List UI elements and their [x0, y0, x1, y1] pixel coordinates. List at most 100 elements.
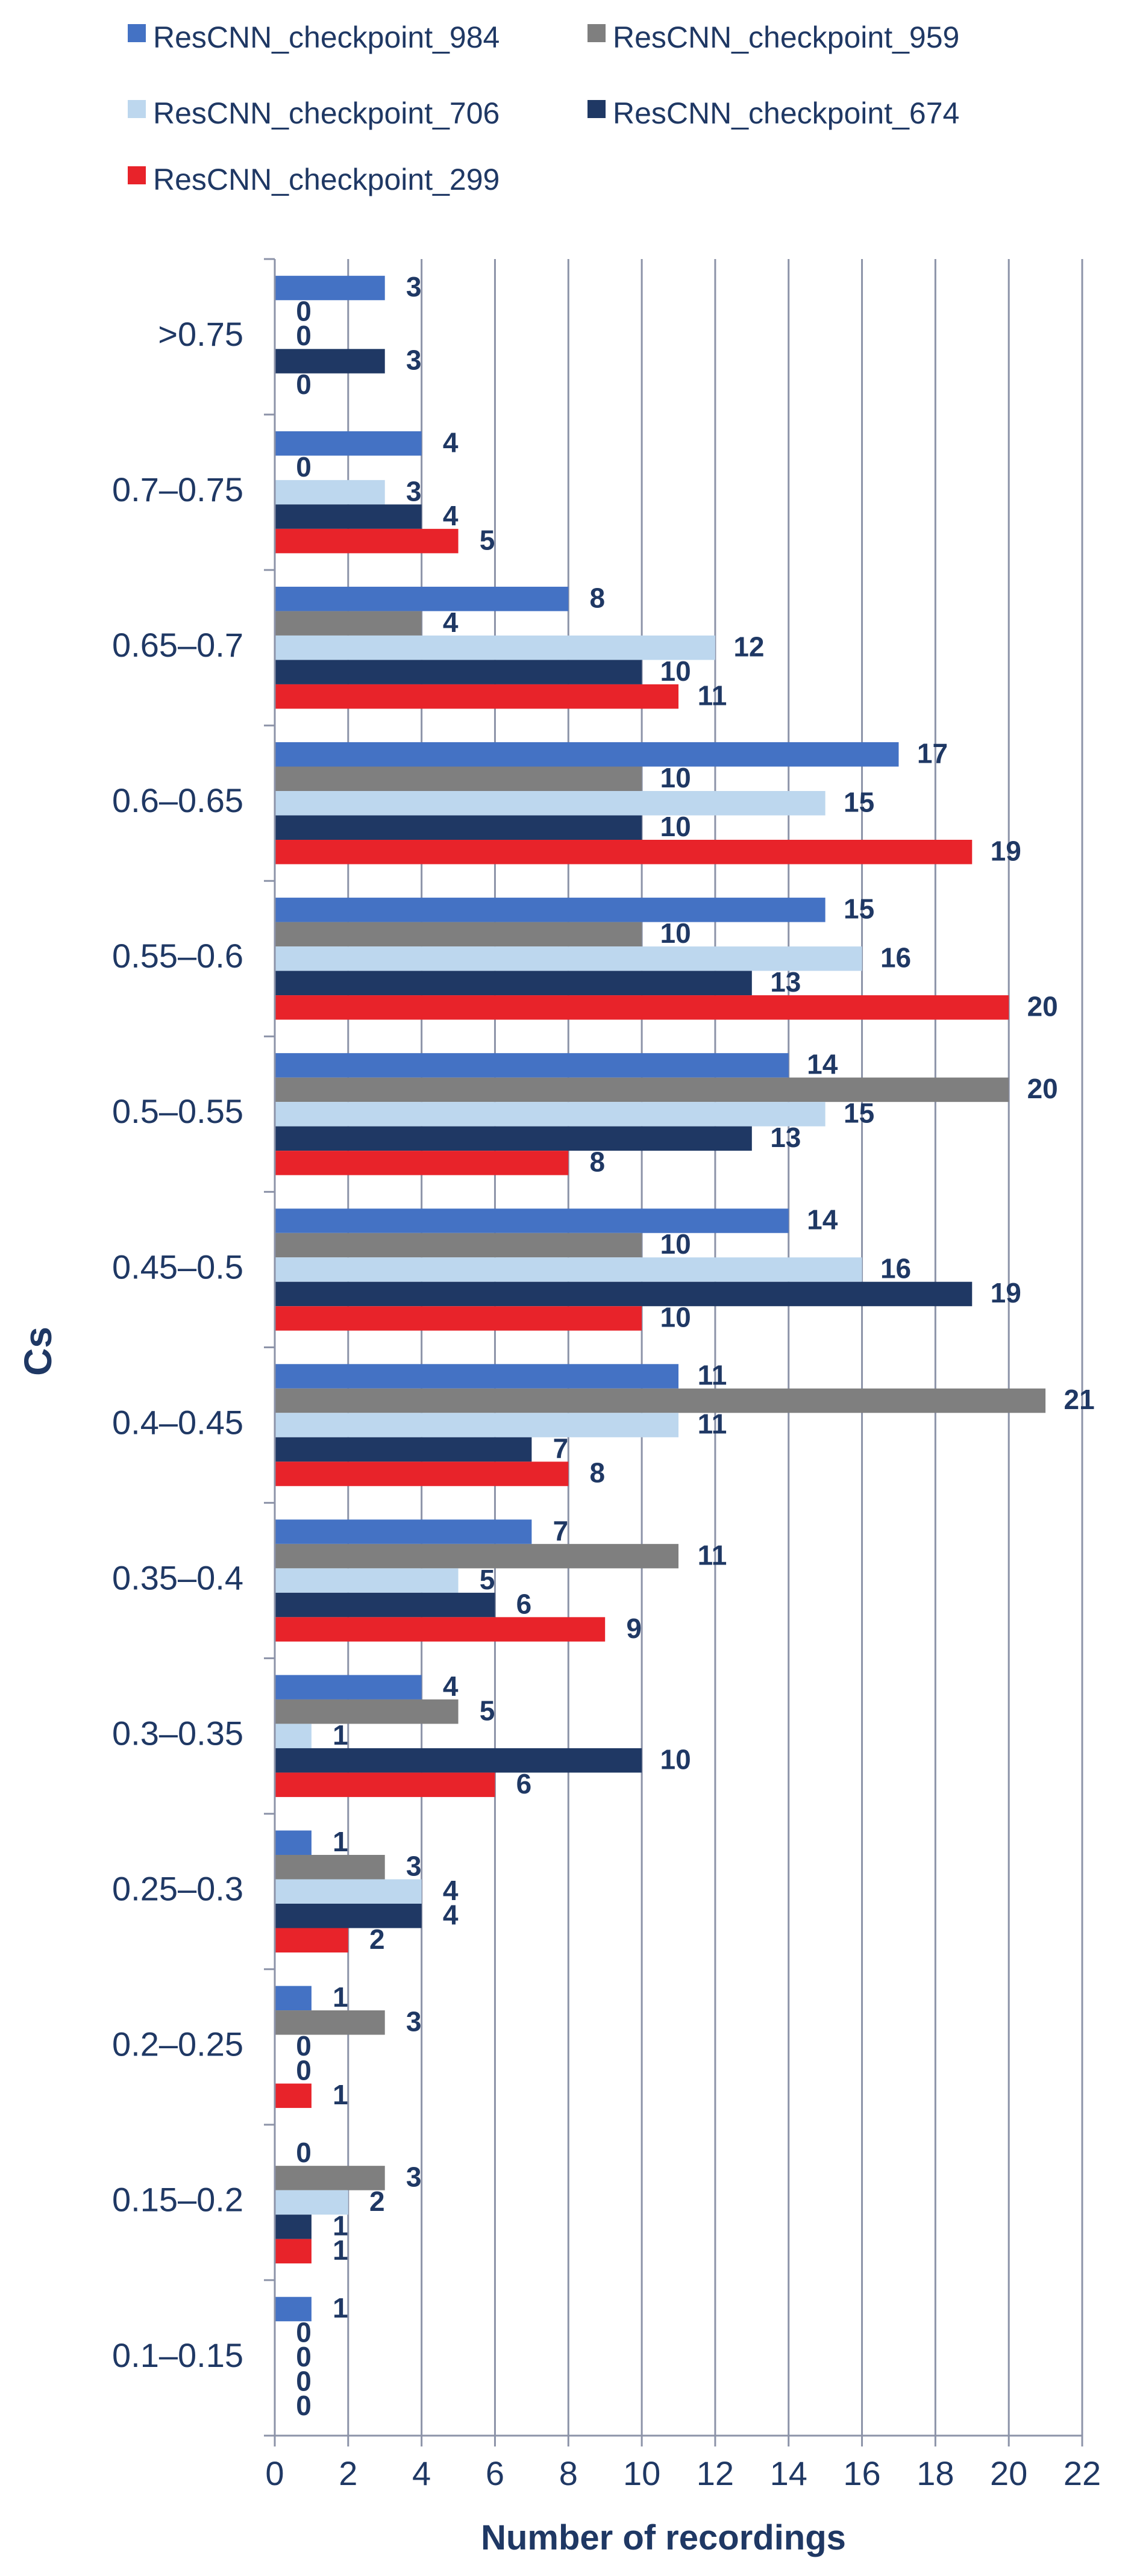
bar-1-4 — [275, 349, 385, 374]
bar-value-label-3-3: 12 — [733, 631, 764, 662]
bar-value-label-11-5: 2 — [369, 1924, 385, 1955]
axes: >0.75 0.7–0.75 0.65–0.7 0.6–0.65 0.55–0.6 0.5… — [112, 258, 1101, 2492]
bar-7-4 — [275, 1281, 973, 1307]
bar-5-1 — [275, 898, 826, 922]
legend-swatch-2 — [587, 24, 606, 42]
bar-value-label-10-3: 1 — [333, 1719, 348, 1751]
bar-12-2 — [275, 2010, 385, 2035]
y-tick-label-1: >0.75 — [158, 315, 243, 353]
bar-value-label-10-4: 10 — [660, 1743, 691, 1775]
bar-14-1 — [275, 2296, 312, 2322]
bar-value-label-14-2: 0 — [296, 2317, 312, 2348]
bar-3-5 — [275, 684, 678, 709]
y-tick-label-12: 0.2–0.25 — [112, 2025, 243, 2063]
bar-value-label-8-3: 11 — [698, 1408, 727, 1440]
bar-value-label-13-5: 1 — [333, 2234, 348, 2266]
x-tick-label-10: 10 — [623, 2454, 660, 2492]
x-tick-label-8: 8 — [559, 2454, 578, 2492]
bar-value-label-1-1: 3 — [406, 271, 422, 302]
x-tick-label-12: 12 — [697, 2454, 734, 2492]
y-tick-label-6: 0.5–0.55 — [112, 1092, 243, 1130]
bar-value-label-4-2: 10 — [660, 762, 691, 793]
legend-swatch-1 — [128, 24, 146, 42]
bar-11-4 — [275, 1904, 422, 1928]
bar-value-label-6-4: 13 — [770, 1122, 801, 1153]
bar-value-label-1-5: 0 — [296, 369, 312, 400]
bar-13-3 — [275, 2190, 348, 2215]
bar-value-label-13-4: 1 — [333, 2210, 348, 2242]
bar-11-3 — [275, 1879, 422, 1904]
legend: ResCNN_checkpoint_984 ResCNN_checkpoint_9… — [128, 20, 959, 196]
bar-value-label-3-1: 8 — [589, 582, 605, 613]
bar-value-label-6-3: 15 — [844, 1098, 874, 1129]
bar-value-label-8-4: 7 — [553, 1433, 569, 1464]
y-tick-label-7: 0.45–0.5 — [112, 1248, 243, 1286]
bar-value-label-14-5: 0 — [296, 2390, 312, 2421]
x-tick-label-18: 18 — [916, 2454, 954, 2492]
bar-5-5 — [275, 995, 1009, 1020]
y-tick-label-8: 0.4–0.45 — [112, 1403, 243, 1441]
bar-value-label-9-3: 5 — [480, 1564, 495, 1595]
bar-4-5 — [275, 840, 973, 864]
bar-value-label-7-5: 10 — [660, 1302, 691, 1333]
bar-value-label-5-4: 13 — [770, 966, 801, 998]
legend-label-5: ResCNN_checkpoint_299 — [153, 163, 500, 196]
bar-8-3 — [275, 1413, 678, 1437]
legend-label-2: ResCNN_checkpoint_959 — [613, 20, 959, 54]
bar-10-1 — [275, 1675, 422, 1699]
y-tick-label-3: 0.65–0.7 — [112, 626, 243, 664]
bar-value-label-11-1: 1 — [333, 1826, 348, 1857]
bar-value-label-3-2: 4 — [443, 607, 459, 638]
bar-13-5 — [275, 2239, 312, 2264]
bar-value-label-2-5: 5 — [480, 524, 495, 555]
bar-3-1 — [275, 586, 569, 611]
bar-7-5 — [275, 1306, 642, 1331]
bar-value-label-6-2: 20 — [1027, 1073, 1058, 1104]
bar-11-1 — [275, 1830, 312, 1855]
bar-value-label-5-5: 20 — [1027, 990, 1058, 1022]
y-tick-label-10: 0.3–0.35 — [112, 1714, 243, 1752]
bar-10-3 — [275, 1724, 312, 1748]
bar-value-label-8-2: 21 — [1064, 1384, 1095, 1415]
bar-12-5 — [275, 2083, 312, 2109]
bar-8-1 — [275, 1364, 678, 1389]
bar-value-label-12-2: 3 — [406, 2005, 422, 2037]
bar-value-label-2-1: 4 — [443, 427, 459, 458]
bar-2-1 — [275, 431, 422, 456]
bar-value-label-11-4: 4 — [443, 1899, 459, 1930]
bar-value-label-12-3: 0 — [296, 2030, 312, 2062]
legend-swatch-4 — [587, 100, 606, 118]
bars: 3003040345841210111710151019151016132014… — [275, 271, 1095, 2421]
bar-1-1 — [275, 275, 385, 301]
x-tick-label-6: 6 — [486, 2454, 504, 2492]
bar-value-label-9-2: 11 — [698, 1539, 727, 1571]
bar-value-label-3-5: 11 — [698, 680, 727, 711]
bar-value-label-12-1: 1 — [333, 1981, 348, 2013]
bar-value-label-2-4: 4 — [443, 500, 459, 531]
bar-value-label-14-3: 0 — [296, 2341, 312, 2372]
bar-4-4 — [275, 815, 642, 840]
bar-value-label-5-3: 16 — [880, 942, 911, 973]
y-tick-label-4: 0.6–0.65 — [112, 781, 243, 819]
bar-value-label-5-1: 15 — [844, 893, 874, 924]
bar-2-5 — [275, 528, 459, 554]
bar-7-1 — [275, 1208, 789, 1233]
bar-4-2 — [275, 766, 642, 791]
bar-10-4 — [275, 1748, 642, 1773]
x-tick-label-22: 22 — [1064, 2454, 1101, 2492]
bar-value-label-13-2: 3 — [406, 2162, 422, 2193]
bar-10-2 — [275, 1699, 459, 1724]
x-tick-label-16: 16 — [843, 2454, 880, 2492]
bar-10-5 — [275, 1772, 495, 1797]
bar-7-2 — [275, 1233, 642, 1258]
bar-value-label-2-3: 3 — [406, 475, 422, 507]
bar-6-3 — [275, 1102, 826, 1127]
bar-6-4 — [275, 1126, 752, 1151]
x-axis-title: Number of recordings — [481, 2518, 846, 2557]
bar-9-2 — [275, 1543, 678, 1569]
y-tick-label-13: 0.15–0.2 — [112, 2181, 243, 2219]
y-tick-label-11: 0.25–0.3 — [112, 1870, 243, 1908]
legend-label-3: ResCNN_checkpoint_706 — [153, 96, 500, 130]
bar-value-label-2-2: 0 — [296, 451, 312, 483]
